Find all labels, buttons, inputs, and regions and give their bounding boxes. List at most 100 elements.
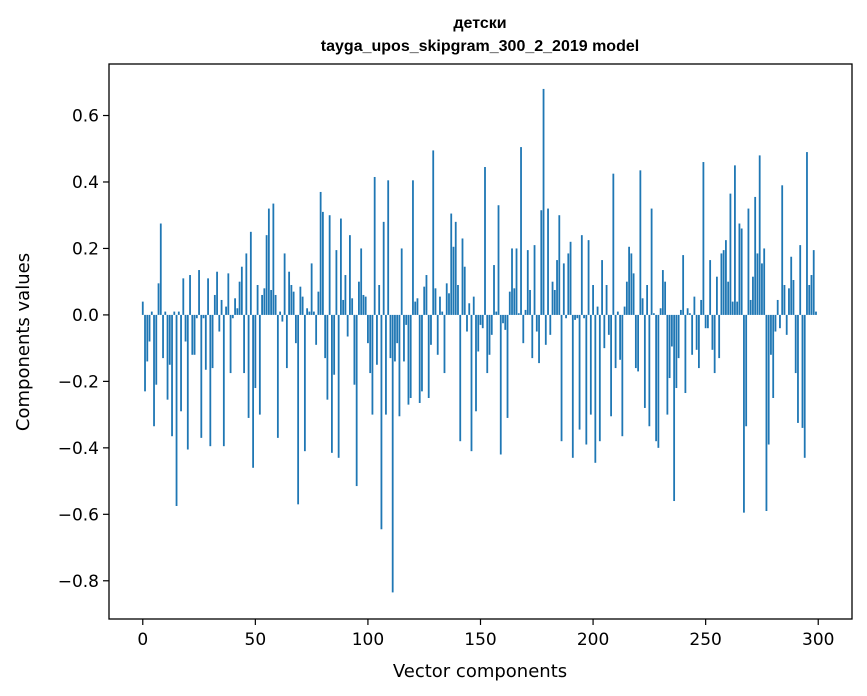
bar-142 xyxy=(461,238,464,315)
bar-17 xyxy=(180,314,182,412)
bar-197 xyxy=(585,314,588,445)
bar-41 xyxy=(234,298,236,315)
bar-178 xyxy=(542,88,545,315)
bar-190 xyxy=(569,241,572,315)
bar-108 xyxy=(385,314,387,415)
bar-91 xyxy=(346,314,349,337)
bar-83 xyxy=(328,215,331,315)
bar-89 xyxy=(342,299,345,315)
bar-177 xyxy=(540,210,543,315)
bar-74 xyxy=(308,311,311,315)
y-axis-label: Components values xyxy=(13,253,34,431)
bar-217 xyxy=(630,253,633,315)
bar-48 xyxy=(249,231,252,315)
y-tick-label: 0.2 xyxy=(72,239,99,259)
bar-92 xyxy=(349,235,351,315)
bar-75 xyxy=(310,263,313,315)
bar-294 xyxy=(803,314,806,458)
bar-224 xyxy=(646,285,649,315)
bar-96 xyxy=(358,281,360,315)
bar-121 xyxy=(414,301,417,315)
bar-295 xyxy=(806,152,808,315)
bar-236 xyxy=(673,314,676,502)
bar-198 xyxy=(587,240,590,315)
x-tick-label: 0 xyxy=(137,630,148,650)
bar-183 xyxy=(553,289,556,315)
y-tick-label: −0.4 xyxy=(58,439,99,459)
y-axis-ticks: −0.8 −0.6 −0.4 −0.2 0.0 0.2 0.4 0.6 xyxy=(58,107,109,592)
bar-73 xyxy=(306,308,309,315)
bar-143 xyxy=(463,266,466,315)
bar-221 xyxy=(639,170,642,315)
bar-293 xyxy=(801,314,804,428)
y-tick-label: −0.6 xyxy=(58,505,99,525)
chart-title-line1: детски xyxy=(453,15,506,32)
bar-95 xyxy=(355,314,358,487)
x-axis-label: Vector components xyxy=(393,661,567,682)
bar-166 xyxy=(515,248,518,315)
bar-76 xyxy=(312,311,315,315)
bar-18 xyxy=(182,278,185,315)
bar-245 xyxy=(693,296,696,315)
x-tick-label: 200 xyxy=(577,630,609,650)
bar-296 xyxy=(808,285,811,315)
bar-238 xyxy=(677,314,680,359)
bar-266 xyxy=(740,228,743,315)
chart-title-line2: tayga_upos_skipgram_300_2_2019 model xyxy=(321,38,639,55)
bar-31 xyxy=(211,314,214,369)
bar-148 xyxy=(475,314,477,412)
bar-129 xyxy=(432,150,435,315)
bar-298 xyxy=(812,250,815,315)
bar-58 xyxy=(272,203,275,315)
bar-192 xyxy=(574,314,576,320)
bar-230 xyxy=(659,308,662,315)
bar-4 xyxy=(150,311,153,315)
y-tick-label: −0.2 xyxy=(58,372,99,392)
bar-270 xyxy=(749,299,752,315)
bar-231 xyxy=(661,270,664,315)
bar-154 xyxy=(488,314,491,355)
bar-157 xyxy=(495,311,498,315)
bar-140 xyxy=(457,285,459,315)
bar-29 xyxy=(207,278,209,315)
bar-14 xyxy=(173,311,176,315)
bar-176 xyxy=(538,314,540,364)
bar-43 xyxy=(238,281,241,315)
bar-47 xyxy=(247,314,250,418)
bar-84 xyxy=(331,314,333,453)
bar-199 xyxy=(589,314,592,415)
x-tick-label: 300 xyxy=(802,630,834,650)
bar-158 xyxy=(497,205,500,315)
bar-1 xyxy=(144,314,146,392)
bar-113 xyxy=(396,314,399,344)
bar-79 xyxy=(319,191,322,315)
bar-160 xyxy=(502,314,504,324)
x-tick-label: 100 xyxy=(352,630,384,650)
bar-70 xyxy=(299,286,302,315)
bar-146 xyxy=(470,314,473,452)
x-tick-label: 150 xyxy=(464,630,496,650)
bar-267 xyxy=(743,314,745,513)
y-tick-label: 0.0 xyxy=(72,306,99,326)
bar-21 xyxy=(189,275,191,315)
bar-225 xyxy=(648,314,651,427)
bar-68 xyxy=(294,314,297,344)
bar-78 xyxy=(317,291,320,315)
bar-35 xyxy=(220,299,223,315)
bar-182 xyxy=(551,281,554,315)
x-tick-label: 50 xyxy=(245,630,267,650)
bar-216 xyxy=(628,246,630,315)
bar-272 xyxy=(754,196,757,315)
bar-204 xyxy=(601,260,603,315)
bar-163 xyxy=(508,291,511,315)
bar-30 xyxy=(209,314,212,447)
bar-8 xyxy=(159,223,162,315)
x-tick-label: 250 xyxy=(689,630,721,650)
bar-201 xyxy=(594,314,597,463)
bar-219 xyxy=(634,314,637,369)
bar-205 xyxy=(603,314,606,349)
bar-271 xyxy=(752,276,754,315)
bar-131 xyxy=(436,314,439,355)
bar-260 xyxy=(727,281,730,315)
